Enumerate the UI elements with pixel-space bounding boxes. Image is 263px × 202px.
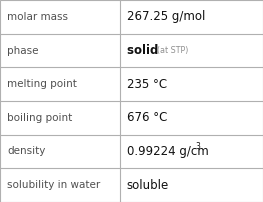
Text: solid: solid bbox=[127, 44, 166, 57]
Text: molar mass: molar mass bbox=[7, 12, 68, 22]
Text: soluble: soluble bbox=[127, 179, 169, 192]
Text: density: density bbox=[7, 146, 45, 157]
Text: solubility in water: solubility in water bbox=[7, 180, 100, 190]
Text: melting point: melting point bbox=[7, 79, 77, 89]
Text: (at STP): (at STP) bbox=[157, 46, 188, 55]
Text: phase: phase bbox=[7, 45, 38, 56]
Text: boiling point: boiling point bbox=[7, 113, 72, 123]
Text: 3: 3 bbox=[196, 142, 201, 151]
Text: 676 °C: 676 °C bbox=[127, 111, 167, 124]
Text: 0.99224 g/cm: 0.99224 g/cm bbox=[127, 145, 208, 158]
Text: 267.25 g/mol: 267.25 g/mol bbox=[127, 10, 205, 23]
Text: 235 °C: 235 °C bbox=[127, 78, 167, 91]
